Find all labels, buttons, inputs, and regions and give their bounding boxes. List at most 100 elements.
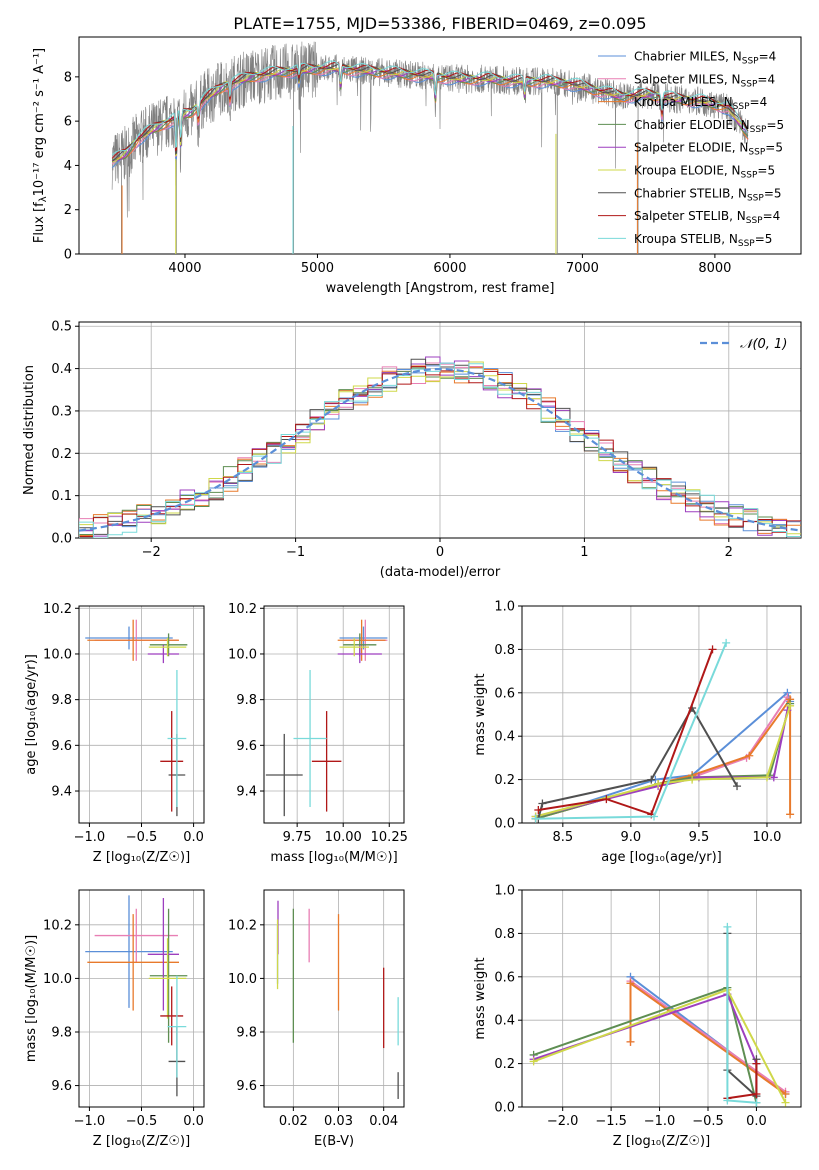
y-tick-label: 0.5 — [51, 320, 72, 335]
x-axis-label: wavelength [Angstrom, rest frame] — [326, 281, 555, 296]
mass-vs-extinction-panel: 0.02 0.03 0.04 9.6 9.8 10.0 10.2 E(B-V) — [228, 889, 405, 1149]
y-tick-label: 9.6 — [236, 739, 257, 754]
y-tick-label: 6 — [64, 115, 72, 130]
y-tick-label: 10.2 — [43, 602, 72, 617]
y-tick-label: 1.0 — [494, 600, 515, 615]
spectrum-panel: 4000 5000 6000 7000 8000 0 2 4 6 8 wavelength [Ang… — [32, 36, 802, 296]
y-tick-label: 8 — [64, 70, 72, 85]
x-tick-label: −0.5 — [692, 1114, 724, 1129]
errorbar-point-1 — [94, 908, 178, 963]
weight-marker — [781, 1098, 790, 1107]
x-tick-label: 0.02 — [279, 1114, 308, 1129]
errorbar-point-5 — [339, 637, 369, 657]
spectrum-legend: Chabrier MILES, NSSP=4 Salpeter MILES, NS… — [598, 50, 784, 249]
legend-entry: Salpeter ELODIE, NSSP=5 — [634, 141, 783, 158]
legend-count: =4 — [750, 95, 768, 109]
x-tick-label: −2 — [142, 545, 161, 560]
x-tick-label: 1 — [580, 545, 588, 560]
axes-frame — [263, 605, 405, 824]
y-tick-label: 0.1 — [51, 489, 72, 504]
legend-subscript: SSP — [747, 193, 764, 203]
weight-marker — [723, 1096, 732, 1105]
x-tick-label: −1 — [286, 545, 305, 560]
model-spectrum-8 — [111, 60, 749, 156]
y-tick-label: 9.4 — [51, 785, 72, 800]
x-tick-label: 0.0 — [746, 1114, 767, 1129]
x-axis-label: mass [log₁₀(M/M☉)] — [270, 850, 397, 865]
x-tick-label: 10.25 — [371, 830, 408, 845]
residual-histogram-8 — [79, 362, 801, 538]
y-tick-label: 0.0 — [51, 532, 72, 547]
legend-count: =5 — [755, 232, 773, 246]
errorbar-point-6 — [265, 733, 303, 817]
errorbar-point-4 — [147, 644, 179, 664]
errorbar-point-2 — [87, 914, 179, 1011]
y-tick-label: 9.6 — [51, 1079, 72, 1094]
weight-marker — [626, 979, 635, 988]
x-tick-label: −1.0 — [74, 1114, 106, 1129]
x-axis-label: E(B-V) — [314, 1134, 354, 1149]
errorbar-point-8 — [167, 975, 187, 1078]
weight-marker — [781, 1089, 790, 1098]
errorbar-point-3 — [149, 633, 188, 657]
y-axis-label: Normed distribution — [22, 365, 37, 495]
weight-marker — [762, 773, 771, 782]
x-tick-label: 8.5 — [552, 830, 573, 845]
errorbar-point-3 — [149, 908, 188, 1043]
y-tick-label: 10.0 — [228, 647, 257, 662]
y-tick-label: 4 — [64, 159, 72, 174]
plot-area — [79, 356, 801, 538]
x-tick-label: 5000 — [301, 261, 334, 276]
x-tick-label: 0.03 — [324, 1114, 353, 1129]
x-tick-label: 0.0 — [183, 1114, 204, 1129]
legend-entry: Kroupa STELIB, NSSP=5 — [634, 232, 772, 249]
y-axis-label: mass [log₁₀(M/M☉)] — [24, 935, 39, 1062]
errorbar-point-5 — [148, 938, 187, 1019]
ylabel-sub: λ — [38, 196, 49, 202]
legend-entry: Chabrier ELODIE, NSSP=5 — [634, 118, 784, 135]
y-tick-label: 0.3 — [51, 404, 72, 419]
y-tick-label: 0.4 — [494, 730, 515, 745]
legend-count: =5 — [757, 164, 775, 178]
y-tick-label: 9.8 — [236, 1025, 257, 1040]
weight-series-8 — [726, 926, 757, 1104]
plot-area — [276, 900, 399, 1099]
mass-vs-metallicity-panel: −1.0 −0.5 0.0 9.6 9.8 10.0 10.2 Z [log₁₀(Z/Z☉)]… — [24, 889, 205, 1149]
weight-marker — [786, 701, 795, 710]
errorbar-point-0 — [85, 895, 173, 1008]
weight-marker — [647, 775, 656, 784]
y-tick-label: 1.0 — [494, 884, 515, 899]
legend-subscript: SSP — [748, 148, 765, 158]
weight-marker — [654, 779, 663, 788]
plot-area — [529, 922, 790, 1107]
legend-entry: Chabrier STELIB, NSSP=5 — [634, 186, 782, 203]
x-tick-label: 9.5 — [689, 830, 710, 845]
y-axis-label: Flux [fλ10⁻¹⁷ erg cm⁻² s⁻¹ A⁻¹] — [32, 48, 49, 243]
x-tick-label: −1.5 — [595, 1114, 627, 1129]
errorbar-point-4 — [337, 644, 382, 664]
weight-series-4 — [533, 992, 758, 1064]
weight-series-6 — [726, 933, 758, 1099]
legend-entry: Chabrier MILES, NSSP=4 — [634, 50, 776, 67]
y-tick-label: 0 — [64, 248, 72, 263]
legend-count: =5 — [765, 141, 783, 155]
x-tick-label: −1.0 — [644, 1114, 676, 1129]
axes-frame — [521, 889, 802, 1108]
x-axis-label: Z [log₁₀(Z/Z☉)] — [613, 1134, 710, 1149]
y-tick-label: 0.2 — [51, 447, 72, 462]
weight-marker — [745, 751, 754, 760]
legend-count: =4 — [759, 50, 777, 64]
x-axis-label: (data-model)/error — [380, 565, 501, 580]
errorbar-point-7 — [160, 711, 184, 812]
y-tick-label: 10.0 — [43, 647, 72, 662]
x-tick-label: −0.5 — [126, 830, 158, 845]
plot-area — [265, 619, 388, 817]
y-tick-label: 10.0 — [43, 972, 72, 987]
x-tick-label: −0.5 — [126, 1114, 158, 1129]
weight-marker — [708, 645, 717, 654]
axes-frame — [78, 36, 802, 255]
weight-marker — [752, 1089, 761, 1098]
legend-subscript: SSP — [741, 171, 758, 181]
y-tick-label: 9.8 — [236, 693, 257, 708]
